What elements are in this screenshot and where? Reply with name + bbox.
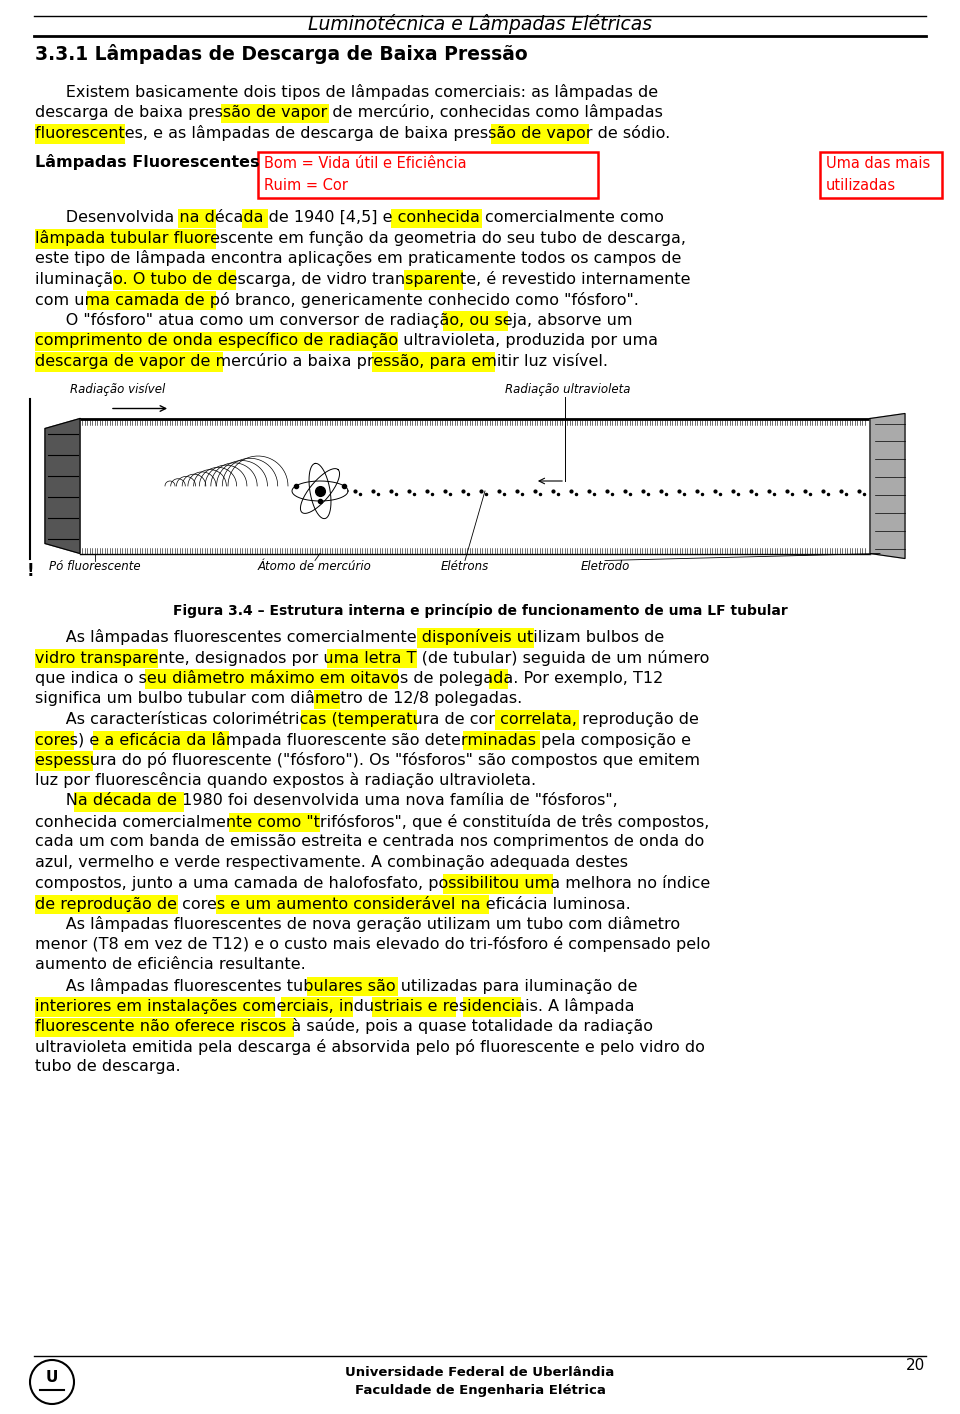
- Text: utilizadas: utilizadas: [826, 178, 896, 192]
- Bar: [372, 352, 495, 372]
- Bar: [35, 379, 925, 598]
- Text: descarga de vapor de mercúrio a baixa pressão, para emitir luz visível.: descarga de vapor de mercúrio a baixa pr…: [35, 354, 608, 369]
- Bar: [404, 270, 463, 290]
- Text: aumento de eficiência resultante.: aumento de eficiência resultante.: [35, 957, 305, 971]
- Text: fluorescente não oferece riscos à saúde, pois a quase totalidade da radiação: fluorescente não oferece riscos à saúde,…: [35, 1018, 653, 1035]
- Bar: [491, 124, 589, 143]
- Text: Átomo de mercúrio: Átomo de mercúrio: [258, 560, 372, 574]
- Bar: [242, 208, 268, 228]
- Bar: [300, 710, 418, 730]
- Bar: [35, 649, 158, 667]
- Bar: [216, 895, 489, 913]
- Text: cores) e a eficácia da lâmpada fluorescente são determinadas pela composição e: cores) e a eficácia da lâmpada fluoresce…: [35, 731, 691, 748]
- Circle shape: [30, 1360, 74, 1404]
- Bar: [418, 628, 534, 648]
- Text: Universidade Federal de Uberlândia: Universidade Federal de Uberlândia: [346, 1366, 614, 1379]
- Text: luz por fluorescência quando expostos à radiação ultravioleta.: luz por fluorescência quando expostos à …: [35, 772, 536, 789]
- Text: 3.3.1 Lâmpadas de Descarga de Baixa Pressão: 3.3.1 Lâmpadas de Descarga de Baixa Pres…: [35, 44, 528, 64]
- Text: fluorescentes, e as lâmpadas de descarga de baixa pressão de vapor de sódio.: fluorescentes, e as lâmpadas de descarga…: [35, 124, 670, 141]
- Text: Bom = Vida útil e Eficiência: Bom = Vida útil e Eficiência: [264, 156, 467, 171]
- Bar: [229, 813, 320, 831]
- Bar: [35, 895, 178, 913]
- Text: U: U: [46, 1370, 59, 1386]
- Bar: [495, 710, 579, 730]
- Text: Figura 3.4 – Estrutura interna e princípio de funcionamento de uma LF tubular: Figura 3.4 – Estrutura interna e princíp…: [173, 604, 787, 618]
- Text: 20: 20: [905, 1357, 925, 1373]
- Text: compostos, junto a uma camada de halofosfato, possibilitou uma melhora no índice: compostos, junto a uma camada de halofos…: [35, 875, 710, 891]
- Bar: [74, 792, 184, 812]
- Text: O "fósforo" atua como um conversor de radiação, ou seja, absorve um: O "fósforo" atua como um conversor de ra…: [35, 312, 633, 328]
- Bar: [463, 997, 521, 1017]
- Text: Ruim = Cor: Ruim = Cor: [264, 178, 348, 192]
- Bar: [35, 331, 397, 351]
- Text: Radiação ultravioleta: Radiação ultravioleta: [505, 383, 631, 396]
- Text: lâmpada tubular fluorescente em função da geometria do seu tubo de descarga,: lâmpada tubular fluorescente em função d…: [35, 230, 686, 246]
- Text: Luminotécnica e Lâmpadas Elétricas: Luminotécnica e Lâmpadas Elétricas: [308, 14, 652, 34]
- Text: azul, vermelho e verde respectivamente. A combinação adequada destes: azul, vermelho e verde respectivamente. …: [35, 854, 628, 870]
- Bar: [820, 151, 942, 198]
- Text: este tipo de lâmpada encontra aplicações em praticamente todos os campos de: este tipo de lâmpada encontra aplicações…: [35, 250, 682, 266]
- Bar: [444, 311, 508, 331]
- Text: Existem basicamente dois tipos de lâmpadas comerciais: as lâmpadas de: Existem basicamente dois tipos de lâmpad…: [35, 83, 659, 100]
- Bar: [444, 874, 553, 894]
- Bar: [314, 690, 340, 708]
- Bar: [35, 751, 93, 771]
- Bar: [35, 229, 216, 249]
- Text: tubo de descarga.: tubo de descarga.: [35, 1059, 180, 1075]
- Bar: [35, 124, 125, 143]
- Bar: [35, 1018, 294, 1036]
- Text: As características colorimétricas (temperatura de cor correlata, reprodução de: As características colorimétricas (tempe…: [35, 711, 699, 727]
- Text: ultravioleta emitida pela descarga é absorvida pelo pó fluorescente e pelo vidro: ultravioleta emitida pela descarga é abs…: [35, 1039, 705, 1055]
- Bar: [392, 208, 482, 228]
- Bar: [86, 290, 216, 310]
- Text: Faculdade de Engenharia Elétrica: Faculdade de Engenharia Elétrica: [354, 1384, 606, 1397]
- Text: As lâmpadas fluorescentes tubulares são utilizadas para iluminação de: As lâmpadas fluorescentes tubulares são …: [35, 977, 637, 994]
- Text: interiores em instalações comerciais, industriais e residenciais. A lâmpada: interiores em instalações comerciais, in…: [35, 998, 635, 1014]
- Text: Na década de 1980 foi desenvolvida uma nova família de "fósforos",: Na década de 1980 foi desenvolvida uma n…: [35, 793, 617, 807]
- Polygon shape: [45, 419, 80, 553]
- Bar: [489, 669, 508, 689]
- Text: que indica o seu diâmetro máximo em oitavos de polegada. Por exemplo, T12: que indica o seu diâmetro máximo em oita…: [35, 670, 663, 686]
- Text: conhecida comercialmente como "trifósforos", que é constituída de três compostos: conhecida comercialmente como "trifósfor…: [35, 813, 709, 830]
- Bar: [372, 997, 456, 1017]
- Polygon shape: [870, 413, 905, 559]
- Text: Lâmpadas Fluorescentes: Lâmpadas Fluorescentes: [35, 154, 259, 170]
- Text: cada um com banda de emissão estreita e centrada nos comprimentos de onda do: cada um com banda de emissão estreita e …: [35, 834, 705, 848]
- Bar: [35, 997, 275, 1017]
- Text: espessura do pó fluorescente ("fósforo"). Os "fósforos" são compostos que emitem: espessura do pó fluorescente ("fósforo")…: [35, 752, 700, 768]
- Bar: [93, 731, 229, 749]
- Bar: [221, 103, 329, 123]
- Bar: [35, 731, 74, 749]
- Text: descarga de baixa pressão de vapor de mercúrio, conhecidas como lâmpadas: descarga de baixa pressão de vapor de me…: [35, 105, 662, 120]
- Text: As lâmpadas fluorescentes de nova geração utilizam um tubo com diâmetro: As lâmpadas fluorescentes de nova geraçã…: [35, 916, 680, 932]
- Text: Pó fluorescente: Pó fluorescente: [49, 560, 141, 574]
- Text: Radiação visível: Radiação visível: [70, 383, 165, 396]
- Bar: [145, 669, 397, 689]
- Text: Elétrons: Elétrons: [441, 560, 490, 574]
- Text: Eletrodo: Eletrodo: [580, 560, 630, 574]
- Text: comprimento de onda específico de radiação ultravioleta, produzida por uma: comprimento de onda específico de radiaç…: [35, 332, 658, 348]
- Text: !: !: [27, 561, 35, 580]
- Text: Uma das mais: Uma das mais: [826, 156, 930, 171]
- Bar: [35, 352, 223, 372]
- Bar: [112, 270, 236, 290]
- Text: As lâmpadas fluorescentes comercialmente disponíveis utilizam bulbos de: As lâmpadas fluorescentes comercialmente…: [35, 629, 664, 645]
- Bar: [463, 731, 540, 749]
- Bar: [326, 649, 418, 667]
- Text: iluminação. O tubo de descarga, de vidro transparente, é revestido internamente: iluminação. O tubo de descarga, de vidro…: [35, 271, 690, 287]
- Text: de reprodução de cores e um aumento considerável na eficácia luminosa.: de reprodução de cores e um aumento cons…: [35, 895, 631, 912]
- Text: com uma camada de pó branco, genericamente conhecido como "fósforo".: com uma camada de pó branco, genericamen…: [35, 291, 638, 307]
- Bar: [258, 151, 598, 198]
- Text: vidro transparente, designados por uma letra T (de tubular) seguida de um número: vidro transparente, designados por uma l…: [35, 649, 709, 666]
- Text: Desenvolvida na década de 1940 [4,5] e conhecida comercialmente como: Desenvolvida na década de 1940 [4,5] e c…: [35, 209, 664, 225]
- Text: significa um bulbo tubular com diâmetro de 12/8 polegadas.: significa um bulbo tubular com diâmetro …: [35, 690, 522, 707]
- Bar: [281, 997, 352, 1017]
- Bar: [307, 977, 397, 995]
- Bar: [178, 208, 216, 228]
- Text: menor (T8 em vez de T12) e o custo mais elevado do tri-fósforo é compensado pelo: menor (T8 em vez de T12) e o custo mais …: [35, 936, 710, 953]
